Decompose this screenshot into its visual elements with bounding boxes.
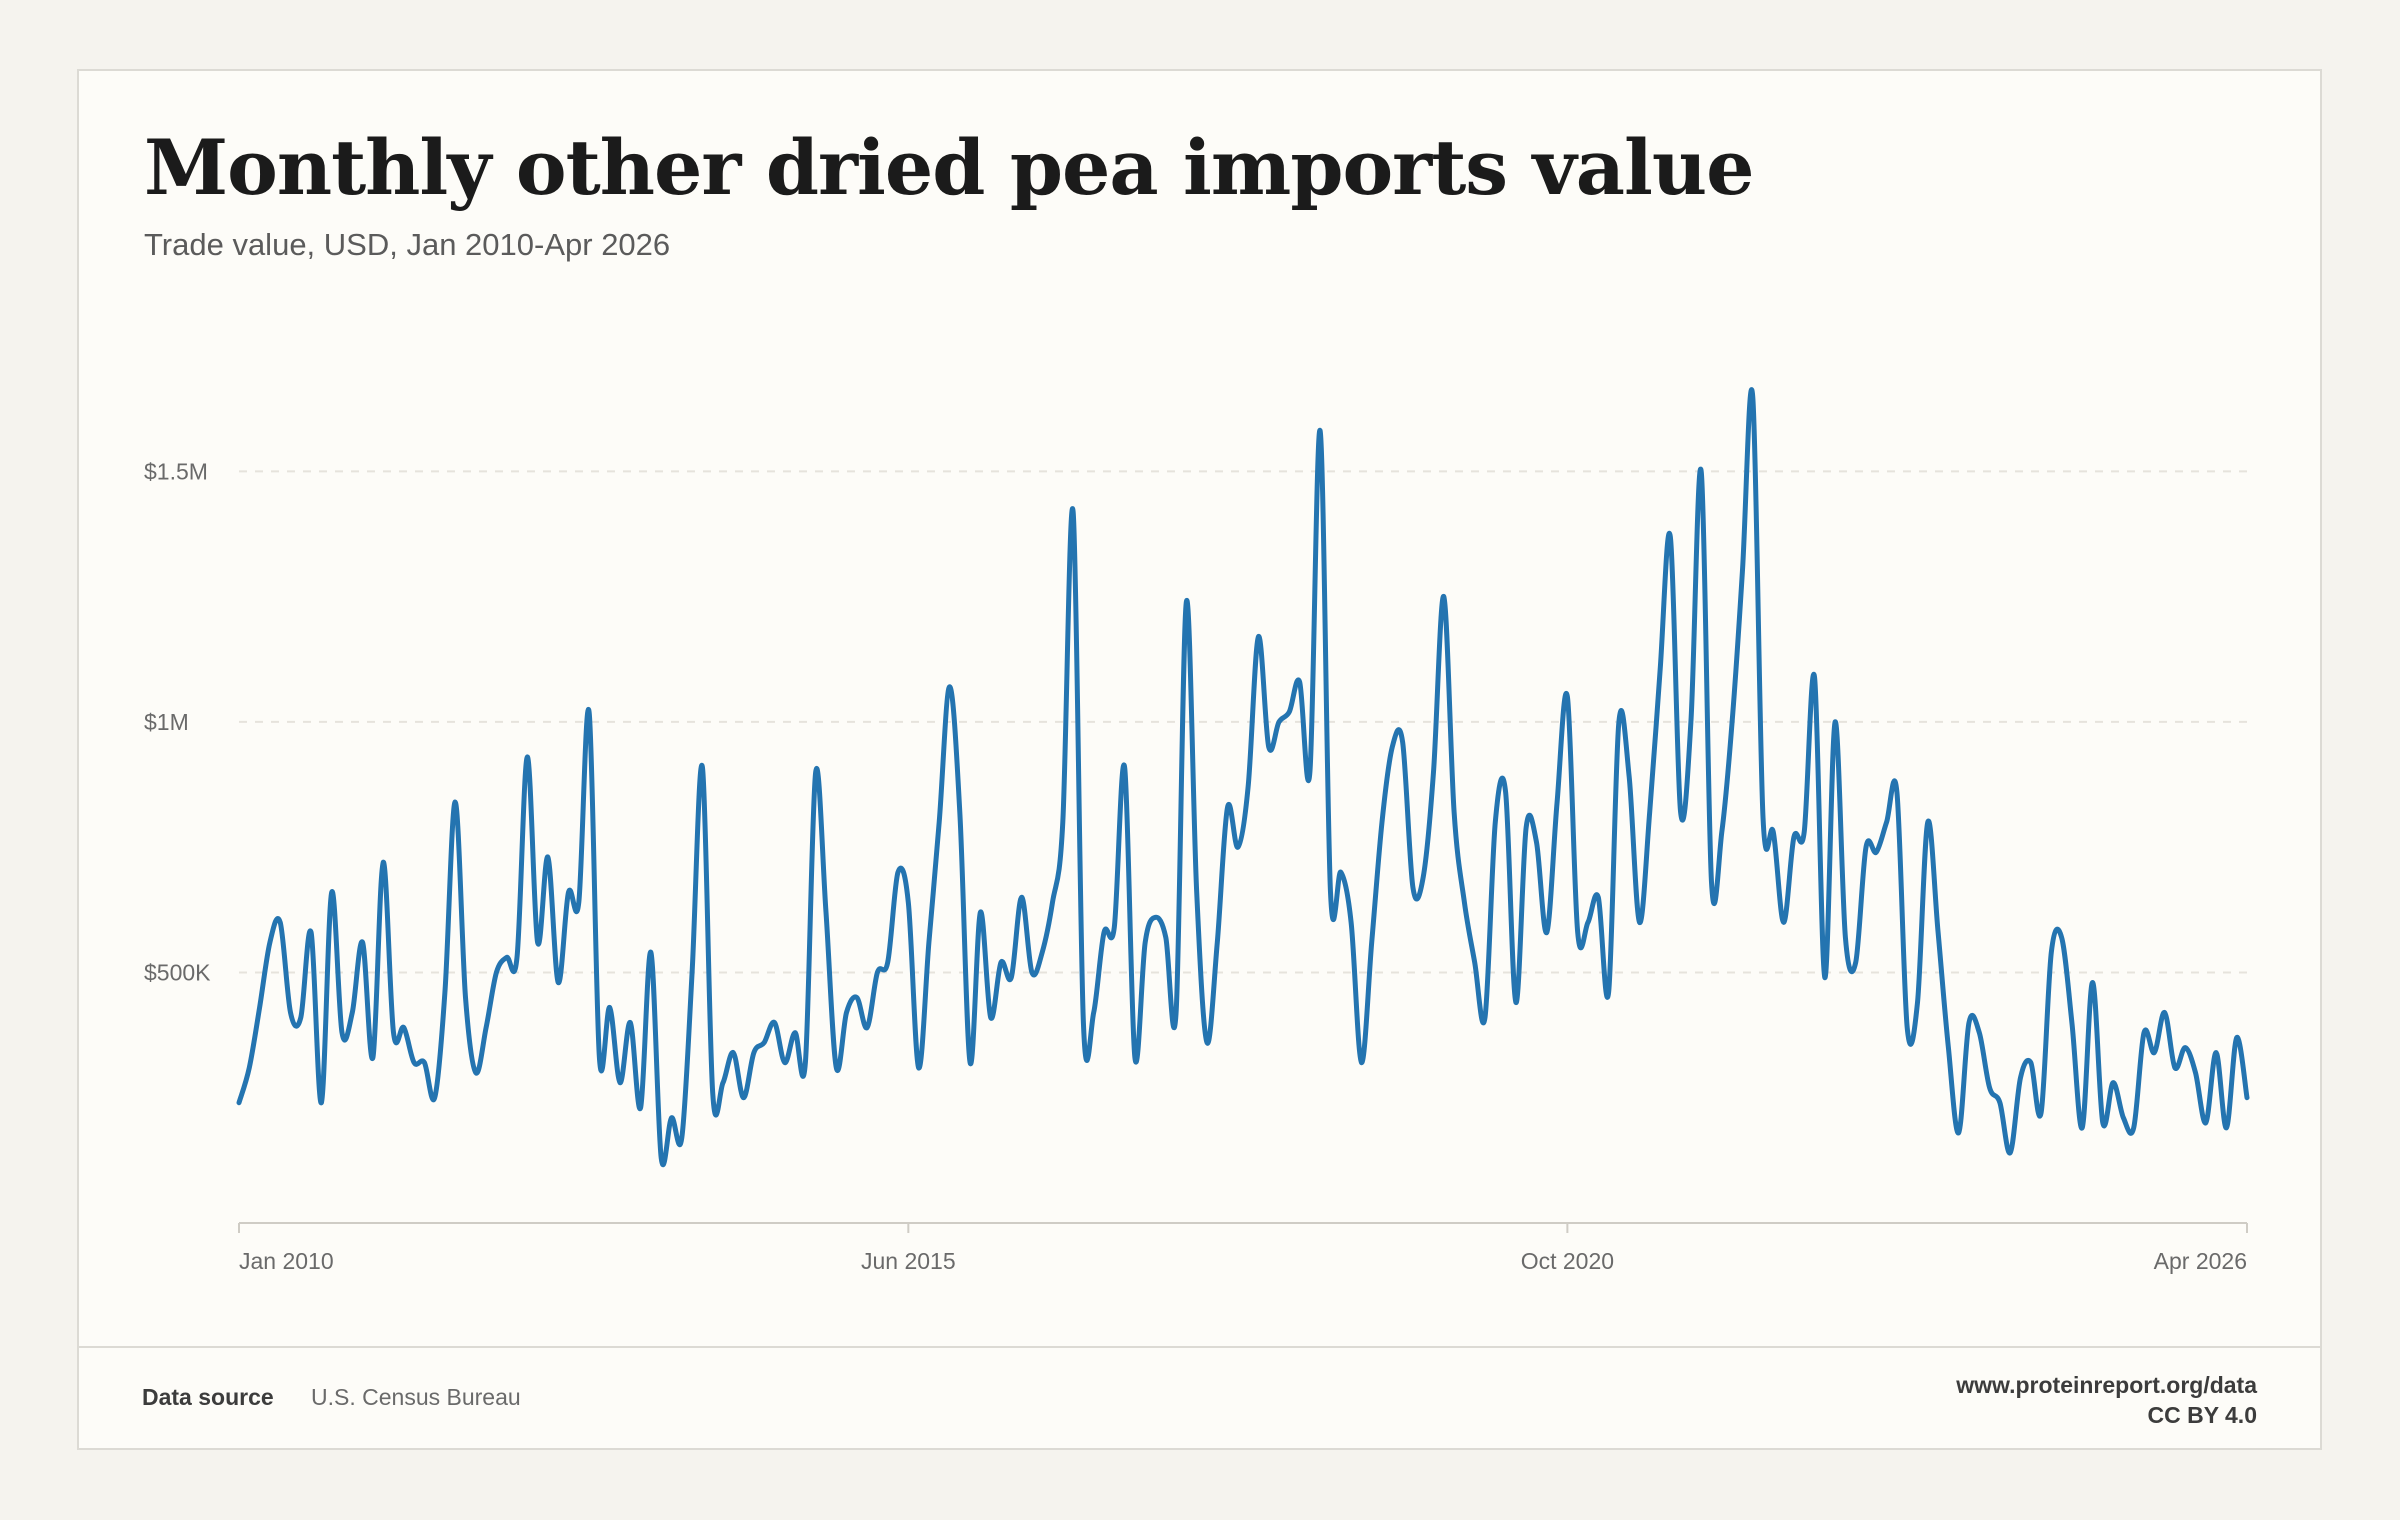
data-source-value: U.S. Census Bureau: [311, 1384, 521, 1410]
footer: Data source U.S. Census Bureau www.prote…: [79, 1346, 2320, 1448]
chart-title: Monthly other dried pea imports value: [144, 123, 1754, 212]
license-text: CC BY 4.0: [2147, 1402, 2257, 1428]
chart-subtitle: Trade value, USD, Jan 2010-Apr 2026: [144, 227, 671, 262]
data-source-label: Data source: [142, 1384, 274, 1410]
x-tick-label: Jan 2010: [239, 1248, 334, 1274]
site-link[interactable]: www.proteinreport.org/data: [1956, 1372, 2257, 1398]
line-chart: $500K $1M $1.5M Jan 2010 Jun 2015 Oct 2020 Apr…: [144, 387, 2250, 1274]
x-tick-label: Apr 2026: [2154, 1248, 2247, 1274]
y-tick-label: $500K: [144, 959, 211, 985]
chart-card: Monthly other dried pea imports value Tr…: [77, 69, 2322, 1450]
x-tick-label: Jun 2015: [861, 1248, 956, 1274]
x-tick-label: Oct 2020: [1521, 1248, 1614, 1274]
y-tick-label: $1M: [144, 709, 189, 735]
series-line: [236, 387, 2250, 1168]
y-tick-label: $1.5M: [144, 458, 208, 484]
